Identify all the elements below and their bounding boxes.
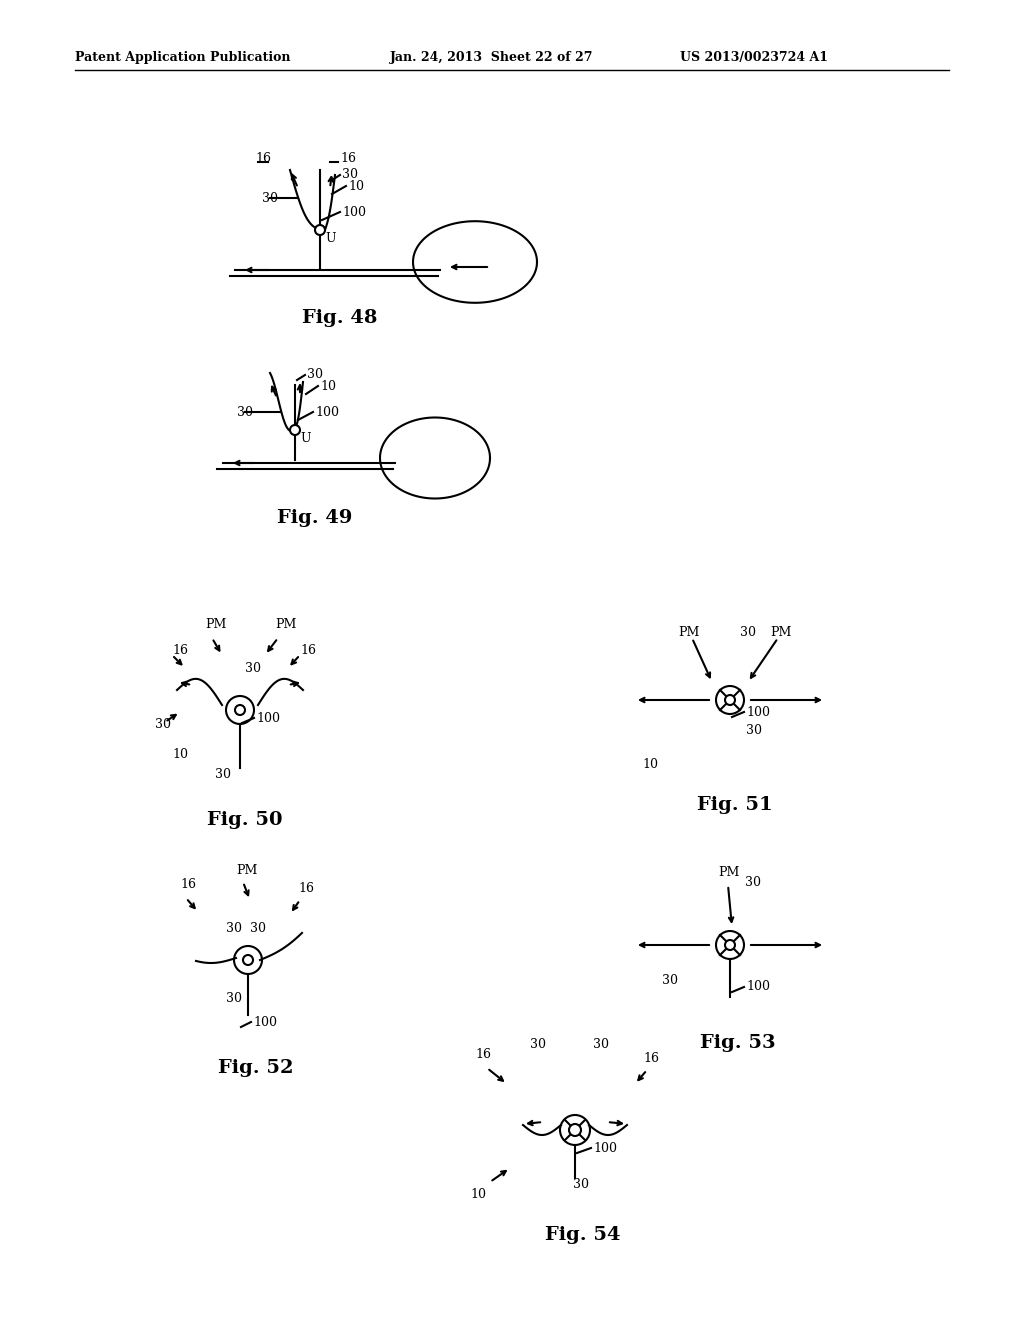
Text: PM: PM	[678, 626, 699, 639]
Text: 100: 100	[253, 1015, 278, 1028]
Text: Fig. 49: Fig. 49	[278, 510, 352, 527]
Text: Fig. 53: Fig. 53	[700, 1034, 776, 1052]
Text: 16: 16	[255, 152, 271, 165]
Circle shape	[725, 696, 735, 705]
Text: 30: 30	[740, 626, 756, 639]
Text: 16: 16	[172, 644, 188, 656]
Circle shape	[725, 940, 735, 950]
Text: 30: 30	[342, 169, 358, 181]
Text: 100: 100	[593, 1142, 617, 1155]
Text: Fig. 52: Fig. 52	[218, 1059, 294, 1077]
Text: 100: 100	[315, 405, 339, 418]
Text: 100: 100	[256, 711, 280, 725]
Text: 10: 10	[172, 748, 188, 762]
Text: 30: 30	[155, 718, 171, 731]
Text: PM: PM	[275, 619, 296, 631]
Text: 16: 16	[643, 1052, 659, 1064]
Text: PM: PM	[236, 863, 257, 876]
Text: 16: 16	[180, 879, 196, 891]
Text: 30: 30	[530, 1039, 546, 1052]
Text: PM: PM	[205, 619, 226, 631]
Text: Fig. 51: Fig. 51	[697, 796, 773, 814]
Text: 30: 30	[745, 876, 761, 890]
Text: 10: 10	[348, 180, 364, 193]
Text: Fig. 50: Fig. 50	[207, 810, 283, 829]
Text: Jan. 24, 2013  Sheet 22 of 27: Jan. 24, 2013 Sheet 22 of 27	[390, 50, 594, 63]
Text: 30: 30	[215, 767, 231, 780]
Text: 10: 10	[642, 759, 658, 771]
Text: PM: PM	[718, 866, 739, 879]
Text: Fig. 54: Fig. 54	[545, 1226, 621, 1243]
Text: 16: 16	[475, 1048, 490, 1061]
Circle shape	[243, 954, 253, 965]
Text: 10: 10	[470, 1188, 486, 1201]
Text: PM: PM	[770, 626, 792, 639]
Text: 30: 30	[573, 1179, 589, 1192]
Text: 30: 30	[245, 661, 261, 675]
Text: 16: 16	[340, 152, 356, 165]
Text: 100: 100	[342, 206, 366, 219]
Text: Fig. 48: Fig. 48	[302, 309, 378, 327]
Text: 30: 30	[250, 921, 266, 935]
Text: 30: 30	[237, 405, 253, 418]
Text: 30: 30	[262, 191, 278, 205]
Circle shape	[234, 705, 245, 715]
Text: U: U	[325, 231, 336, 244]
Text: 16: 16	[298, 882, 314, 895]
Text: 30: 30	[226, 991, 242, 1005]
Text: 30: 30	[746, 723, 762, 737]
Text: 100: 100	[746, 705, 770, 718]
Text: U: U	[300, 432, 310, 445]
Text: 30: 30	[593, 1039, 609, 1052]
Circle shape	[290, 425, 300, 436]
Text: 16: 16	[300, 644, 316, 656]
Circle shape	[315, 224, 325, 235]
Text: Patent Application Publication: Patent Application Publication	[75, 50, 291, 63]
Text: US 2013/0023724 A1: US 2013/0023724 A1	[680, 50, 828, 63]
Text: 30: 30	[662, 974, 678, 986]
Text: 100: 100	[746, 981, 770, 994]
Text: 30: 30	[307, 368, 323, 381]
Text: 10: 10	[319, 380, 336, 392]
Text: 30: 30	[226, 921, 242, 935]
Circle shape	[569, 1125, 581, 1137]
